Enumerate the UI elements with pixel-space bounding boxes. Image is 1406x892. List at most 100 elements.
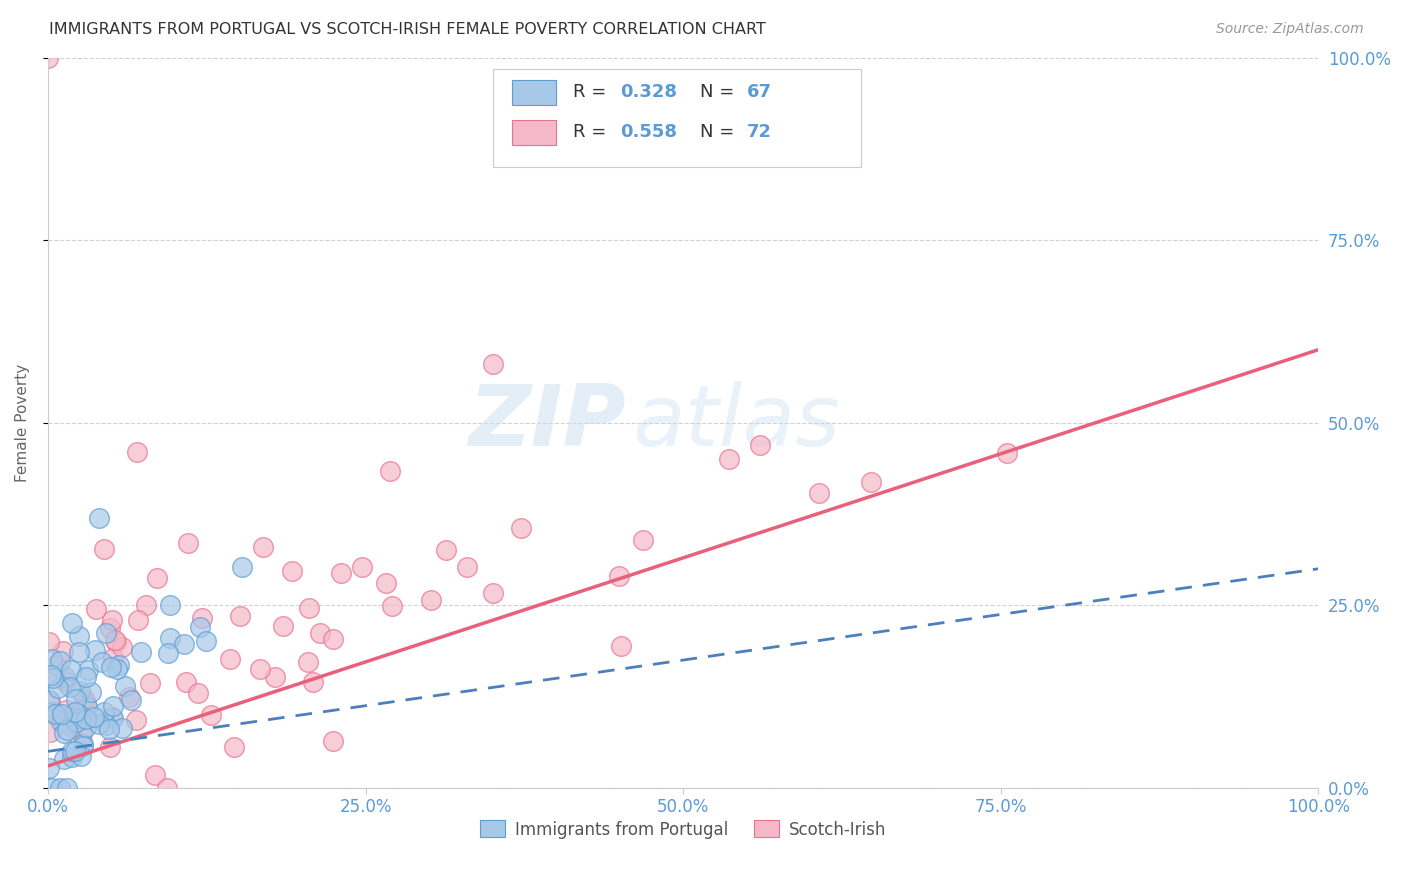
Text: R =: R = [572,123,612,141]
Point [60,663,83,677]
Point [101,698,124,713]
Point [125,714,148,728]
Point [103,711,125,725]
Point [80,685,103,699]
Point [59,680,82,694]
Point [83,710,105,724]
Text: 67: 67 [747,83,772,101]
Point [75,712,97,726]
Point [83,643,105,657]
Text: N =: N = [700,83,740,101]
Point [53,670,76,684]
Point [808,485,831,500]
Point [75,696,97,710]
Point [75,720,97,734]
Point [633,533,655,547]
Point [375,575,398,590]
Point [249,662,271,676]
Point [39,667,62,681]
Point [72,712,94,726]
Point [60,744,83,758]
Point [51,714,73,729]
Point [138,676,160,690]
Point [222,739,245,754]
Point [378,464,401,478]
Point [42,671,65,685]
Point [67,706,90,721]
Point [101,614,124,628]
Point [231,559,253,574]
Point [114,679,136,693]
Point [434,542,457,557]
Point [41,652,63,666]
Point [610,639,633,653]
Text: IMMIGRANTS FROM PORTUGAL VS SCOTCH-IRISH FEMALE POVERTY CORRELATION CHART: IMMIGRANTS FROM PORTUGAL VS SCOTCH-IRISH… [49,22,766,37]
Point [104,632,127,647]
Point [329,566,352,580]
Point [97,722,120,736]
Point [93,706,115,720]
Point [322,632,344,646]
Point [38,635,60,649]
Point [51,706,73,721]
Point [107,658,129,673]
Point [65,705,87,719]
Point [67,645,90,659]
Point [51,709,73,723]
Point [75,670,97,684]
Point [173,637,195,651]
Y-axis label: Female Poverty: Female Poverty [15,364,30,482]
Text: atlas: atlas [633,381,841,464]
Point [44,706,66,720]
Point [52,752,75,766]
Point [48,654,70,668]
Point [56,723,79,737]
Point [37,51,59,65]
Point [72,739,94,753]
Point [157,646,180,660]
Point [53,726,76,740]
Point [52,644,75,658]
Legend: Immigrants from Portugal, Scotch-Irish: Immigrants from Portugal, Scotch-Irish [474,814,893,846]
Point [218,652,240,666]
Point [60,615,83,630]
Point [120,693,142,707]
Point [39,694,62,708]
Point [66,709,89,723]
Point [53,673,76,688]
Point [101,651,124,665]
Point [41,780,63,795]
Point [125,445,148,459]
Point [38,760,60,774]
Point [56,780,79,795]
Point [104,635,127,649]
Point [322,734,344,748]
Point [271,619,294,633]
Point [86,602,108,616]
Point [72,738,94,752]
Point [859,475,882,489]
Point [186,686,208,700]
Point [91,655,114,669]
Point [995,446,1018,460]
Point [96,625,118,640]
Point [67,629,90,643]
Text: N =: N = [700,123,740,141]
Point [65,692,87,706]
Point [111,640,134,654]
Point [381,599,404,614]
Point [62,749,84,764]
Point [190,620,212,634]
Point [607,568,630,582]
Point [129,645,152,659]
Point [63,744,86,758]
Point [44,706,66,721]
Point [49,780,72,795]
Point [70,727,93,741]
Point [281,564,304,578]
Point [482,586,505,600]
Point [46,681,69,695]
Point [143,768,166,782]
Point [156,780,179,795]
Point [45,657,67,672]
